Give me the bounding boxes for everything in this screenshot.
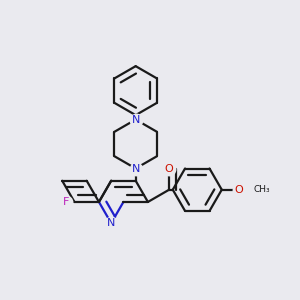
Text: O: O xyxy=(235,185,243,195)
Text: N: N xyxy=(131,164,140,173)
Text: CH₃: CH₃ xyxy=(253,185,270,194)
Text: F: F xyxy=(63,197,69,207)
Text: O: O xyxy=(165,164,173,174)
Text: N: N xyxy=(131,115,140,124)
Text: N: N xyxy=(107,218,116,228)
